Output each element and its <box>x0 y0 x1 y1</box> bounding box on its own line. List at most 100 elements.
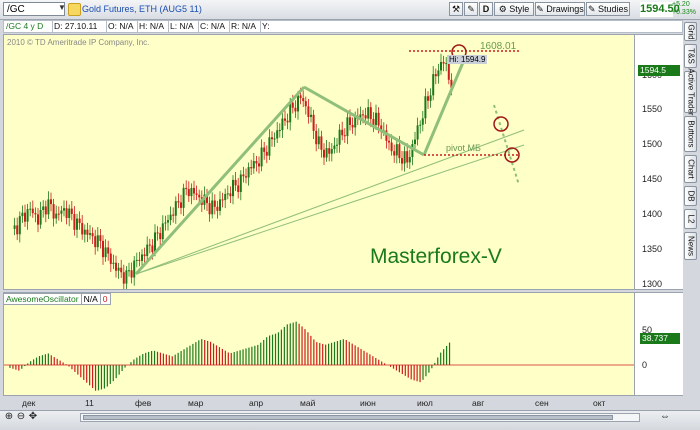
candle-body <box>21 212 24 217</box>
candle-body <box>16 225 19 235</box>
candle-body <box>122 272 125 284</box>
candle-body <box>445 63 448 65</box>
side-tab-db[interactable]: DB <box>684 186 697 206</box>
period-button[interactable]: D <box>479 2 493 16</box>
candle-body <box>245 176 247 178</box>
candle-body <box>234 179 237 186</box>
candle-body <box>304 101 307 107</box>
candle-body <box>268 137 271 156</box>
candle-body <box>29 208 32 210</box>
drag-handle-icon[interactable]: ⇔ <box>660 411 670 422</box>
side-tab-active-trader[interactable]: Active Trader <box>684 68 697 116</box>
candle-body <box>284 118 286 121</box>
candle-body <box>398 144 401 159</box>
oscillator-pane[interactable] <box>3 292 635 396</box>
candle-body <box>369 107 372 120</box>
copyright-text: 2010 © TD Ameritrade IP Company, Inc. <box>7 38 150 47</box>
date-tick-9: сен <box>535 398 549 408</box>
link-icon[interactable]: ⚒ <box>449 2 463 16</box>
candle-body <box>229 193 232 197</box>
candle-body <box>411 144 414 158</box>
side-tab-news[interactable]: News <box>684 232 697 260</box>
candle-body <box>232 179 234 197</box>
candle-body <box>260 147 263 167</box>
candle-body <box>336 144 338 146</box>
candle-body <box>289 102 292 123</box>
candle-body <box>107 247 110 254</box>
candle-body <box>167 220 169 223</box>
side-tab-t-s[interactable]: T&S <box>684 44 697 68</box>
candle-body <box>380 125 383 132</box>
candle-body <box>307 106 310 117</box>
oscillator-label[interactable]: AwesomeOscillator N/A 0 <box>3 293 111 305</box>
candle-body <box>390 142 393 152</box>
candle-body <box>333 145 336 150</box>
oscillator-value: N/A <box>82 294 101 304</box>
candle-body <box>180 202 182 208</box>
style-button[interactable]: ⚙ Style <box>494 2 534 16</box>
tool-icon[interactable]: ✎ <box>464 2 478 16</box>
candle-body <box>325 148 328 158</box>
candle-body <box>447 63 450 80</box>
date-tick-3: мар <box>188 398 204 408</box>
candle-body <box>78 218 81 224</box>
close-label: C: N/A <box>198 21 230 32</box>
chart-scrollbar[interactable] <box>80 413 640 422</box>
candle-body <box>63 208 65 211</box>
candle-body <box>133 260 136 278</box>
side-tab-chart[interactable]: Chart <box>684 155 697 183</box>
pan-icon[interactable]: ✥ <box>28 411 38 422</box>
candle-body <box>338 129 341 145</box>
candle-body <box>13 225 16 229</box>
drawings-button[interactable]: ✎ Drawings <box>535 2 585 16</box>
change-abs: +5.20 <box>672 1 690 8</box>
candle-body <box>161 223 164 240</box>
price-chart-svg <box>13 44 525 289</box>
candle-body <box>208 203 211 215</box>
symbol-dropdown-icon[interactable]: ▼ <box>58 3 66 12</box>
candle-body <box>187 189 190 197</box>
date-tick-1: 11 <box>85 398 94 408</box>
candle-body <box>164 222 167 224</box>
candle-body <box>343 135 346 137</box>
price-tag: 1594.5 <box>638 65 680 76</box>
candle-body <box>341 129 344 136</box>
low-label: L: N/A <box>168 21 199 32</box>
candle-body <box>135 259 138 261</box>
date-tick-5: май <box>300 398 316 408</box>
candle-body <box>37 214 39 225</box>
zoom-in-icon[interactable]: ⊕ <box>4 411 14 422</box>
zoom-out-icon[interactable]: ⊖ <box>16 411 26 422</box>
candle-body <box>242 174 245 177</box>
candle-body <box>31 208 34 214</box>
side-tab-label: T&S <box>686 48 695 64</box>
candle-body <box>120 267 123 273</box>
price-tick-2: 1550 <box>642 104 663 114</box>
oscillator-scale[interactable] <box>635 292 683 396</box>
candle-body <box>281 118 284 130</box>
studies-button[interactable]: ✎ Studies <box>586 2 630 16</box>
price-scale[interactable] <box>635 34 683 290</box>
symbol-input[interactable]: /GC <box>3 2 65 16</box>
candle-body <box>263 147 266 152</box>
candle-body <box>346 117 349 137</box>
candle-body <box>182 187 185 208</box>
candle-body <box>276 130 279 139</box>
drawings-icon: ✎ <box>536 4 544 14</box>
candle-body <box>252 160 255 169</box>
candle-body <box>239 174 242 193</box>
candle-body <box>42 206 45 211</box>
side-tab-l2[interactable]: L2 <box>684 209 697 229</box>
candle-body <box>291 102 294 108</box>
osc-tick-0: 0 <box>642 360 648 370</box>
candle-body <box>362 114 364 116</box>
side-tab-buttons[interactable]: Buttons <box>684 116 697 152</box>
scrollbar-thumb[interactable] <box>83 415 613 420</box>
candle-body <box>55 213 58 219</box>
price-tick-5: 1400 <box>642 209 663 219</box>
candle-body <box>299 95 302 99</box>
candle-body <box>351 124 354 128</box>
price-chart-pane[interactable]: 2010 © TD Ameritrade IP Company, Inc. Ma… <box>3 34 635 290</box>
price-tick-4: 1450 <box>642 174 663 184</box>
side-tab-grid[interactable]: Grid <box>684 22 697 41</box>
